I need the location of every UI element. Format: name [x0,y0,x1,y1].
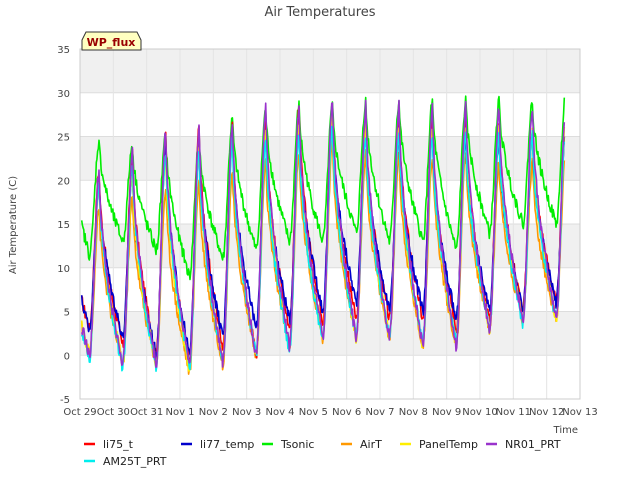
x-tick-label: Nov 4 [265,407,294,418]
x-tick-label: Nov 2 [199,407,228,418]
series-line-tsonic [80,95,566,281]
site-label-box: WP_flux [81,31,142,51]
y-tick-label: 10 [57,264,70,275]
x-tick-label: Nov 1 [165,407,194,418]
legend: li75_t li77_temp Tsonic AirT PanelTemp NR01_P… [84,438,561,468]
x-tick-label: Nov 3 [232,407,261,418]
background-band [80,49,580,93]
y-tick-label: 30 [57,89,70,100]
x-tick-label: Nov 13 [562,407,597,418]
x-tick-label: Oct 30 [97,407,130,418]
chart-title: Air Temperatures [264,5,375,20]
legend-label: PanelTemp [419,438,478,451]
x-tick-label: Nov 7 [365,407,394,418]
series-lines [80,95,566,375]
y-axis-ticks: -5 0 5 10 15 20 25 30 35 [57,45,70,406]
site-label: WP_flux [87,36,136,49]
x-tick-label: Nov 6 [332,407,361,418]
x-tick-label: Nov 12 [529,407,564,418]
x-tick-label: Nov 5 [299,407,328,418]
x-tick-label: Nov 9 [432,407,461,418]
x-tick-label: Oct 29 [63,407,96,418]
y-tick-label: 20 [57,176,70,187]
legend-label: NR01_PRT [505,438,561,451]
x-axis-ticks: Oct 29 Oct 30 Oct 31 Nov 1 Nov 2 Nov 3 Nov 4 No… [63,407,597,418]
legend-label: li75_t [103,438,134,451]
y-tick-label: 15 [57,220,70,231]
y-tick-label: -5 [60,395,70,406]
legend-label: AM25T_PRT [103,455,167,468]
x-tick-label: Oct 31 [130,407,163,418]
legend-item: AM25T_PRT [84,455,167,468]
legend-item: NR01_PRT [486,438,561,451]
legend-label: Tsonic [280,438,314,451]
y-tick-label: 0 [64,351,70,362]
legend-item: li77_temp [181,438,254,451]
y-tick-label: 25 [57,133,70,144]
legend-label: AirT [360,438,382,451]
background-band [80,311,580,356]
legend-item: li75_t [84,438,134,451]
x-tick-label: Nov 10 [462,407,497,418]
legend-item: AirT [341,438,382,451]
series-line-nr01-prt [80,99,566,368]
y-tick-label: 35 [57,45,70,56]
plot-frame [79,48,581,400]
y-axis-label: Air Temperature (C) [8,176,19,274]
legend-item: Tsonic [262,438,314,451]
legend-label: li77_temp [200,438,254,451]
legend-item: PanelTemp [400,438,478,451]
x-tick-label: Nov 8 [399,407,428,418]
x-tick-label: Nov 11 [496,407,531,418]
y-tick-label: 5 [64,308,70,319]
x-axis-label: Time [553,425,578,436]
